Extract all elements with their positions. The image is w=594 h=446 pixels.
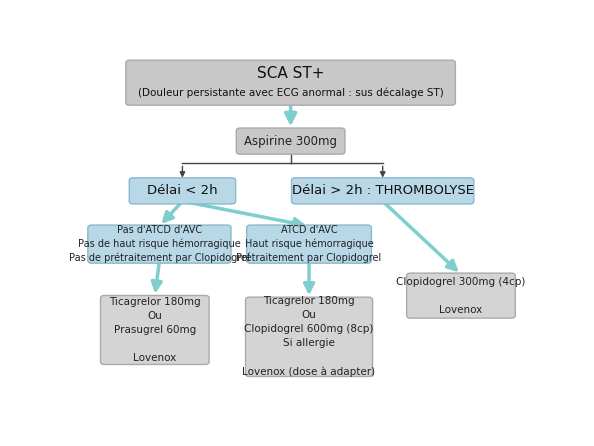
- Text: (Douleur persistante avec ECG anormal : sus décalage ST): (Douleur persistante avec ECG anormal : …: [138, 87, 444, 98]
- FancyBboxPatch shape: [129, 178, 236, 204]
- Text: Ticagrelor 180mg
Ou
Prasugrel 60mg

Lovenox: Ticagrelor 180mg Ou Prasugrel 60mg Loven…: [109, 297, 201, 363]
- FancyBboxPatch shape: [236, 128, 345, 154]
- Text: ATCD d'AVC
Haut risque hémorragique
Prétraitement par Clopidogrel: ATCD d'AVC Haut risque hémorragique Prét…: [236, 225, 382, 263]
- Text: Pas d'ATCD d'AVC
Pas de haut risque hémorragique
Pas de prétraitement par Clopid: Pas d'ATCD d'AVC Pas de haut risque hémo…: [69, 225, 250, 263]
- FancyBboxPatch shape: [245, 297, 372, 376]
- FancyBboxPatch shape: [100, 295, 209, 364]
- Text: Délai > 2h : THROMBOLYSE: Délai > 2h : THROMBOLYSE: [292, 184, 473, 198]
- Text: Délai < 2h: Délai < 2h: [147, 184, 218, 198]
- FancyBboxPatch shape: [88, 225, 231, 263]
- FancyBboxPatch shape: [407, 273, 515, 318]
- FancyBboxPatch shape: [126, 60, 456, 105]
- Text: Clopidogrel 300mg (4cp)

Lovenox: Clopidogrel 300mg (4cp) Lovenox: [396, 277, 526, 314]
- Text: SCA ST+: SCA ST+: [257, 66, 324, 81]
- Text: Ticagrelor 180mg
Ou
Clopidogrel 600mg (8cp)
Si allergie

Lovenox (dose à adapter: Ticagrelor 180mg Ou Clopidogrel 600mg (8…: [242, 297, 375, 377]
- FancyBboxPatch shape: [247, 225, 371, 263]
- Text: Aspirine 300mg: Aspirine 300mg: [244, 135, 337, 148]
- FancyBboxPatch shape: [292, 178, 474, 204]
